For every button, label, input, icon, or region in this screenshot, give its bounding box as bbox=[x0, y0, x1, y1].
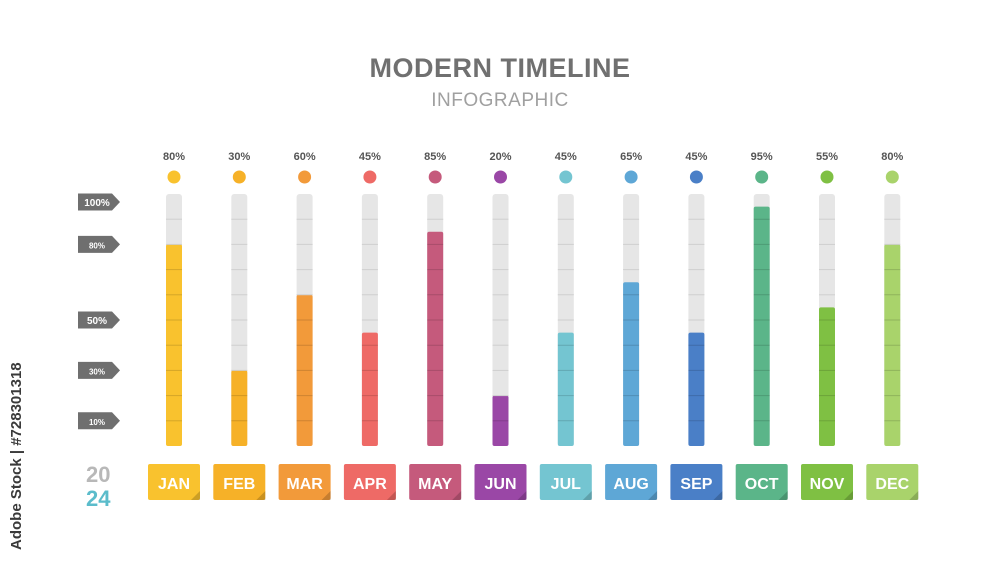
value-dot bbox=[167, 170, 181, 184]
axis-tick-tag bbox=[78, 311, 120, 329]
bar bbox=[688, 332, 705, 446]
value-dot bbox=[820, 170, 834, 184]
value-label: 45% bbox=[359, 151, 381, 163]
value-dot bbox=[689, 170, 703, 184]
axis-tick-label: 80% bbox=[89, 241, 105, 250]
chart-subtitle: INFOGRAPHIC bbox=[431, 90, 569, 111]
value-dot bbox=[624, 170, 638, 184]
value-dot bbox=[885, 170, 899, 184]
month-label: APR bbox=[353, 476, 387, 493]
bar bbox=[819, 307, 835, 446]
bar bbox=[231, 370, 248, 446]
bar bbox=[296, 294, 313, 446]
axis-tick-label: 10% bbox=[89, 418, 105, 427]
month-tag-fold bbox=[648, 491, 658, 500]
axis-tick-tag bbox=[78, 235, 120, 253]
month-tag bbox=[801, 464, 853, 500]
value-label: 45% bbox=[555, 151, 577, 163]
month-tag bbox=[539, 464, 592, 500]
value-label: 55% bbox=[816, 151, 838, 163]
month-label: DEC bbox=[875, 476, 909, 493]
month-tag-fold bbox=[452, 491, 462, 500]
axis-tick-tag bbox=[78, 412, 120, 430]
value-label: 45% bbox=[685, 151, 707, 163]
month-tag-fold bbox=[191, 491, 200, 500]
value-label: 20% bbox=[489, 151, 511, 163]
chart-title: MODERN TIMELINE bbox=[369, 53, 631, 83]
month-label: JAN bbox=[158, 476, 190, 493]
month-tag-fold bbox=[321, 491, 331, 500]
month-label: AUG bbox=[613, 476, 649, 493]
month-tag-fold bbox=[517, 491, 527, 500]
axis-tick-label: 50% bbox=[87, 316, 107, 327]
month-tag bbox=[213, 464, 266, 500]
month-tag-fold bbox=[386, 491, 396, 500]
month-tag bbox=[735, 464, 788, 500]
value-dot bbox=[298, 170, 312, 184]
month-tag bbox=[278, 464, 331, 500]
value-dot bbox=[755, 170, 769, 184]
axis-tick-label: 30% bbox=[89, 367, 105, 376]
bar bbox=[492, 395, 509, 446]
month-tag bbox=[148, 464, 200, 500]
month-label: NOV bbox=[810, 476, 845, 493]
value-label: 80% bbox=[163, 151, 185, 163]
value-label: 65% bbox=[620, 151, 642, 163]
value-label: 95% bbox=[751, 151, 773, 163]
bar bbox=[753, 206, 770, 446]
month-tag bbox=[605, 464, 658, 500]
month-label: MAY bbox=[418, 476, 452, 493]
value-label: 85% bbox=[424, 151, 446, 163]
value-dot bbox=[428, 170, 442, 184]
month-tag bbox=[409, 464, 462, 500]
month-tag-fold bbox=[909, 491, 919, 500]
month-label: OCT bbox=[745, 476, 779, 493]
month-label: SEP bbox=[680, 476, 712, 493]
value-label: 60% bbox=[294, 151, 316, 163]
value-dot bbox=[494, 170, 507, 184]
month-tag bbox=[474, 464, 527, 500]
month-tag bbox=[343, 464, 396, 500]
month-label: FEB bbox=[223, 476, 255, 493]
month-tag-fold bbox=[582, 491, 592, 500]
month-tag-fold bbox=[713, 491, 723, 500]
watermark-text: Adobe Stock | #728301318 bbox=[8, 362, 25, 550]
bar bbox=[884, 244, 901, 446]
bar bbox=[361, 332, 378, 446]
bar bbox=[166, 244, 182, 446]
month-tag bbox=[866, 464, 919, 500]
year-bottom: 24 bbox=[86, 486, 111, 511]
axis-tick-label: 100% bbox=[84, 198, 110, 209]
bar bbox=[623, 282, 640, 446]
year-top: 20 bbox=[86, 462, 111, 487]
value-label: 30% bbox=[228, 151, 250, 163]
month-label: MAR bbox=[286, 476, 323, 493]
month-tag-fold bbox=[778, 491, 788, 500]
bar bbox=[557, 332, 574, 446]
month-label: JUL bbox=[551, 476, 581, 493]
month-label: JUN bbox=[484, 476, 516, 493]
month-tag-fold bbox=[844, 491, 853, 500]
bar bbox=[427, 231, 444, 446]
month-tag-fold bbox=[256, 491, 266, 500]
value-label: 80% bbox=[881, 151, 903, 163]
value-dot bbox=[363, 170, 377, 184]
month-tag bbox=[670, 464, 723, 500]
value-dot bbox=[232, 170, 246, 184]
axis-tick-tag bbox=[78, 361, 120, 379]
axis-tick-tag bbox=[78, 193, 120, 211]
value-dot bbox=[559, 170, 573, 184]
